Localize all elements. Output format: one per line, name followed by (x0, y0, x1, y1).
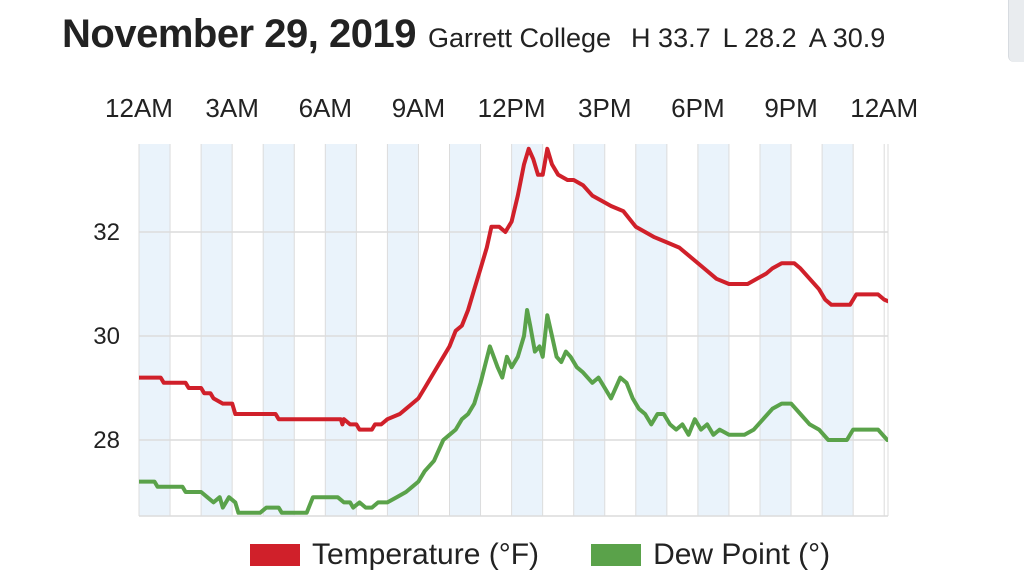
hour-band (635, 144, 667, 516)
series-lines (139, 146, 888, 515)
grid-lines (138, 144, 889, 517)
avg-temp: A 30.9 (808, 23, 886, 53)
x-axis-ticks: 12AM 3AM 6AM 9AM 12PM 3PM 6PM 9PM 12AM (105, 93, 918, 123)
temperature-swatch (250, 544, 300, 566)
hour-band (822, 144, 854, 516)
hour-band (325, 144, 357, 516)
x-tick-label: 12PM (478, 93, 546, 123)
low-temp: L 28.2 (722, 23, 797, 53)
legend: Temperature (°F) Dew Point (°) (250, 538, 868, 572)
hour-band (387, 144, 419, 516)
legend-dew-point: Dew Point (°) (591, 538, 830, 572)
y-tick-label: 28 (93, 427, 120, 454)
x-tick-label: 12AM (105, 93, 173, 123)
date-title: November 29, 2019 (62, 12, 416, 56)
legend-dew-label: Dew Point (°) (653, 538, 831, 571)
hour-band (263, 144, 295, 516)
hour-band (139, 144, 171, 516)
x-tick-label: 12AM (850, 93, 918, 123)
hour-bands (139, 144, 854, 516)
y-axis-ticks: 28 30 32 (93, 219, 120, 454)
hour-band (697, 144, 729, 516)
legend-temperature-label: Temperature (°F) (312, 538, 540, 571)
y-tick-label: 32 (93, 219, 120, 246)
hour-band (573, 144, 605, 516)
x-tick-label: 6AM (299, 93, 352, 123)
chart-header: November 29, 2019 Garrett College H 33.7… (62, 12, 885, 57)
x-tick-label: 3PM (578, 93, 631, 123)
high-temp: H 33.7 (631, 23, 711, 53)
legend-temperature: Temperature (°F) (250, 538, 539, 572)
dew-point-swatch (591, 544, 642, 566)
temperature-line (139, 146, 888, 432)
hour-band (201, 144, 233, 516)
x-tick-label: 3AM (205, 93, 258, 123)
station-name: Garrett College (427, 23, 612, 53)
hour-band (760, 144, 792, 516)
x-tick-label: 9PM (764, 93, 817, 123)
dew-point-line (139, 308, 888, 515)
x-tick-label: 9AM (392, 93, 445, 123)
y-tick-label: 30 (93, 323, 120, 350)
x-tick-label: 6PM (671, 93, 724, 123)
edge-tab[interactable] (1008, 0, 1024, 62)
